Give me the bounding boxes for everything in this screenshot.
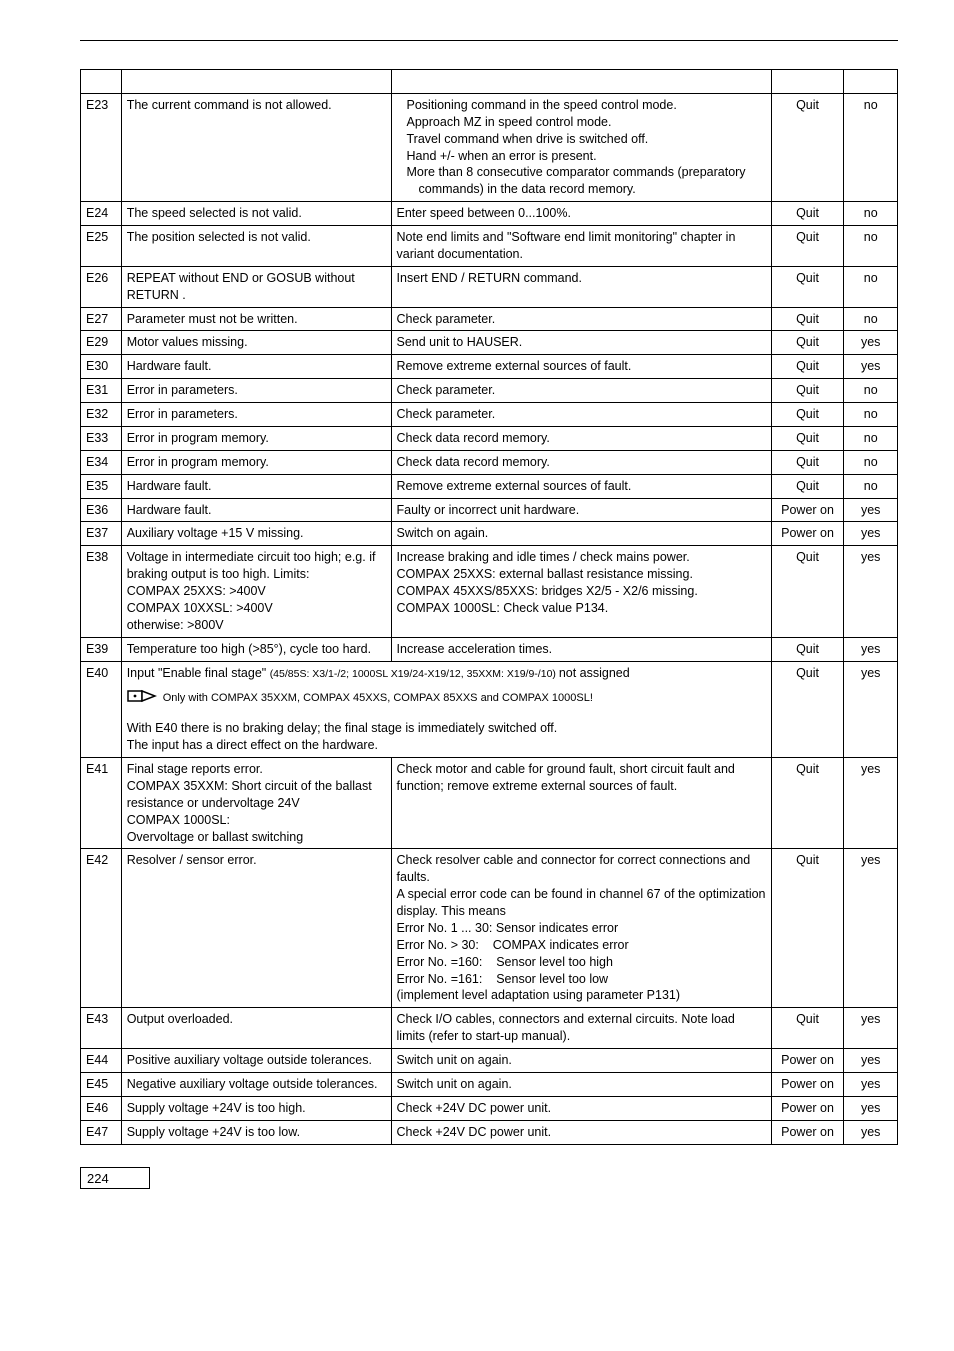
table-row: E43Output overloaded.Check I/O cables, c… bbox=[81, 1008, 898, 1049]
error-table: E23 The current command is not allowed. … bbox=[80, 69, 898, 1145]
table-row: E24The speed selected is not valid.Enter… bbox=[81, 202, 898, 226]
table-row: E34Error in program memory.Check data re… bbox=[81, 450, 898, 474]
remedy-line: Approach MZ in speed control mode. bbox=[407, 114, 766, 131]
table-row: E27Parameter must not be written.Check p… bbox=[81, 307, 898, 331]
table-row: E44Positive auxiliary voltage outside to… bbox=[81, 1049, 898, 1073]
error-ack: Quit bbox=[771, 93, 844, 201]
table-row: E33Error in program memory.Check data re… bbox=[81, 426, 898, 450]
table-row: E31Error in parameters.Check parameter.Q… bbox=[81, 379, 898, 403]
remedy-line: More than 8 consecutive comparator comma… bbox=[407, 164, 766, 198]
note-text: Only with COMPAX 35XXM, COMPAX 45XXS, CO… bbox=[163, 691, 593, 706]
table-row: E38 Voltage in intermediate circuit too … bbox=[81, 546, 898, 637]
table-row: E25The position selected is not valid.No… bbox=[81, 226, 898, 267]
table-row: E26REPEAT without END or GOSUB without R… bbox=[81, 266, 898, 307]
table-row: E36Hardware fault.Faulty or incorrect un… bbox=[81, 498, 898, 522]
table-row: E45Negative auxiliary voltage outside to… bbox=[81, 1072, 898, 1096]
table-row: E32Error in parameters.Check parameter.Q… bbox=[81, 403, 898, 427]
table-row: E47Supply voltage +24V is too low.Check … bbox=[81, 1120, 898, 1144]
error-code: E23 bbox=[81, 93, 122, 201]
page-number: 224 bbox=[80, 1167, 150, 1189]
error-desc: The current command is not allowed. bbox=[121, 93, 391, 201]
table-row: E39 Temperature too high (>85°), cycle t… bbox=[81, 637, 898, 661]
table-row: E35Hardware fault.Remove extreme externa… bbox=[81, 474, 898, 498]
table-row: E30Hardware fault.Remove extreme externa… bbox=[81, 355, 898, 379]
error-hist: no bbox=[844, 93, 898, 201]
table-row: E41 Final stage reports error. COMPAX 35… bbox=[81, 758, 898, 849]
remedy-line: Hand +/- when an error is present. bbox=[407, 148, 766, 165]
remedy-line: Travel command when drive is switched of… bbox=[407, 131, 766, 148]
table-row: E40 Input "Enable final stage" (45/85S: … bbox=[81, 661, 898, 758]
remedy-line: Positioning command in the speed control… bbox=[407, 97, 766, 114]
pointing-hand-icon bbox=[127, 687, 157, 710]
table-row: E29Motor values missing.Send unit to HAU… bbox=[81, 331, 898, 355]
table-header-row bbox=[81, 70, 898, 94]
error-remedy: Positioning command in the speed control… bbox=[391, 93, 771, 201]
table-row: E42 Resolver / sensor error. Check resol… bbox=[81, 849, 898, 1008]
table-row: E23 The current command is not allowed. … bbox=[81, 93, 898, 201]
table-row: E37Auxiliary voltage +15 V missing.Switc… bbox=[81, 522, 898, 546]
table-row: E46Supply voltage +24V is too high.Check… bbox=[81, 1096, 898, 1120]
